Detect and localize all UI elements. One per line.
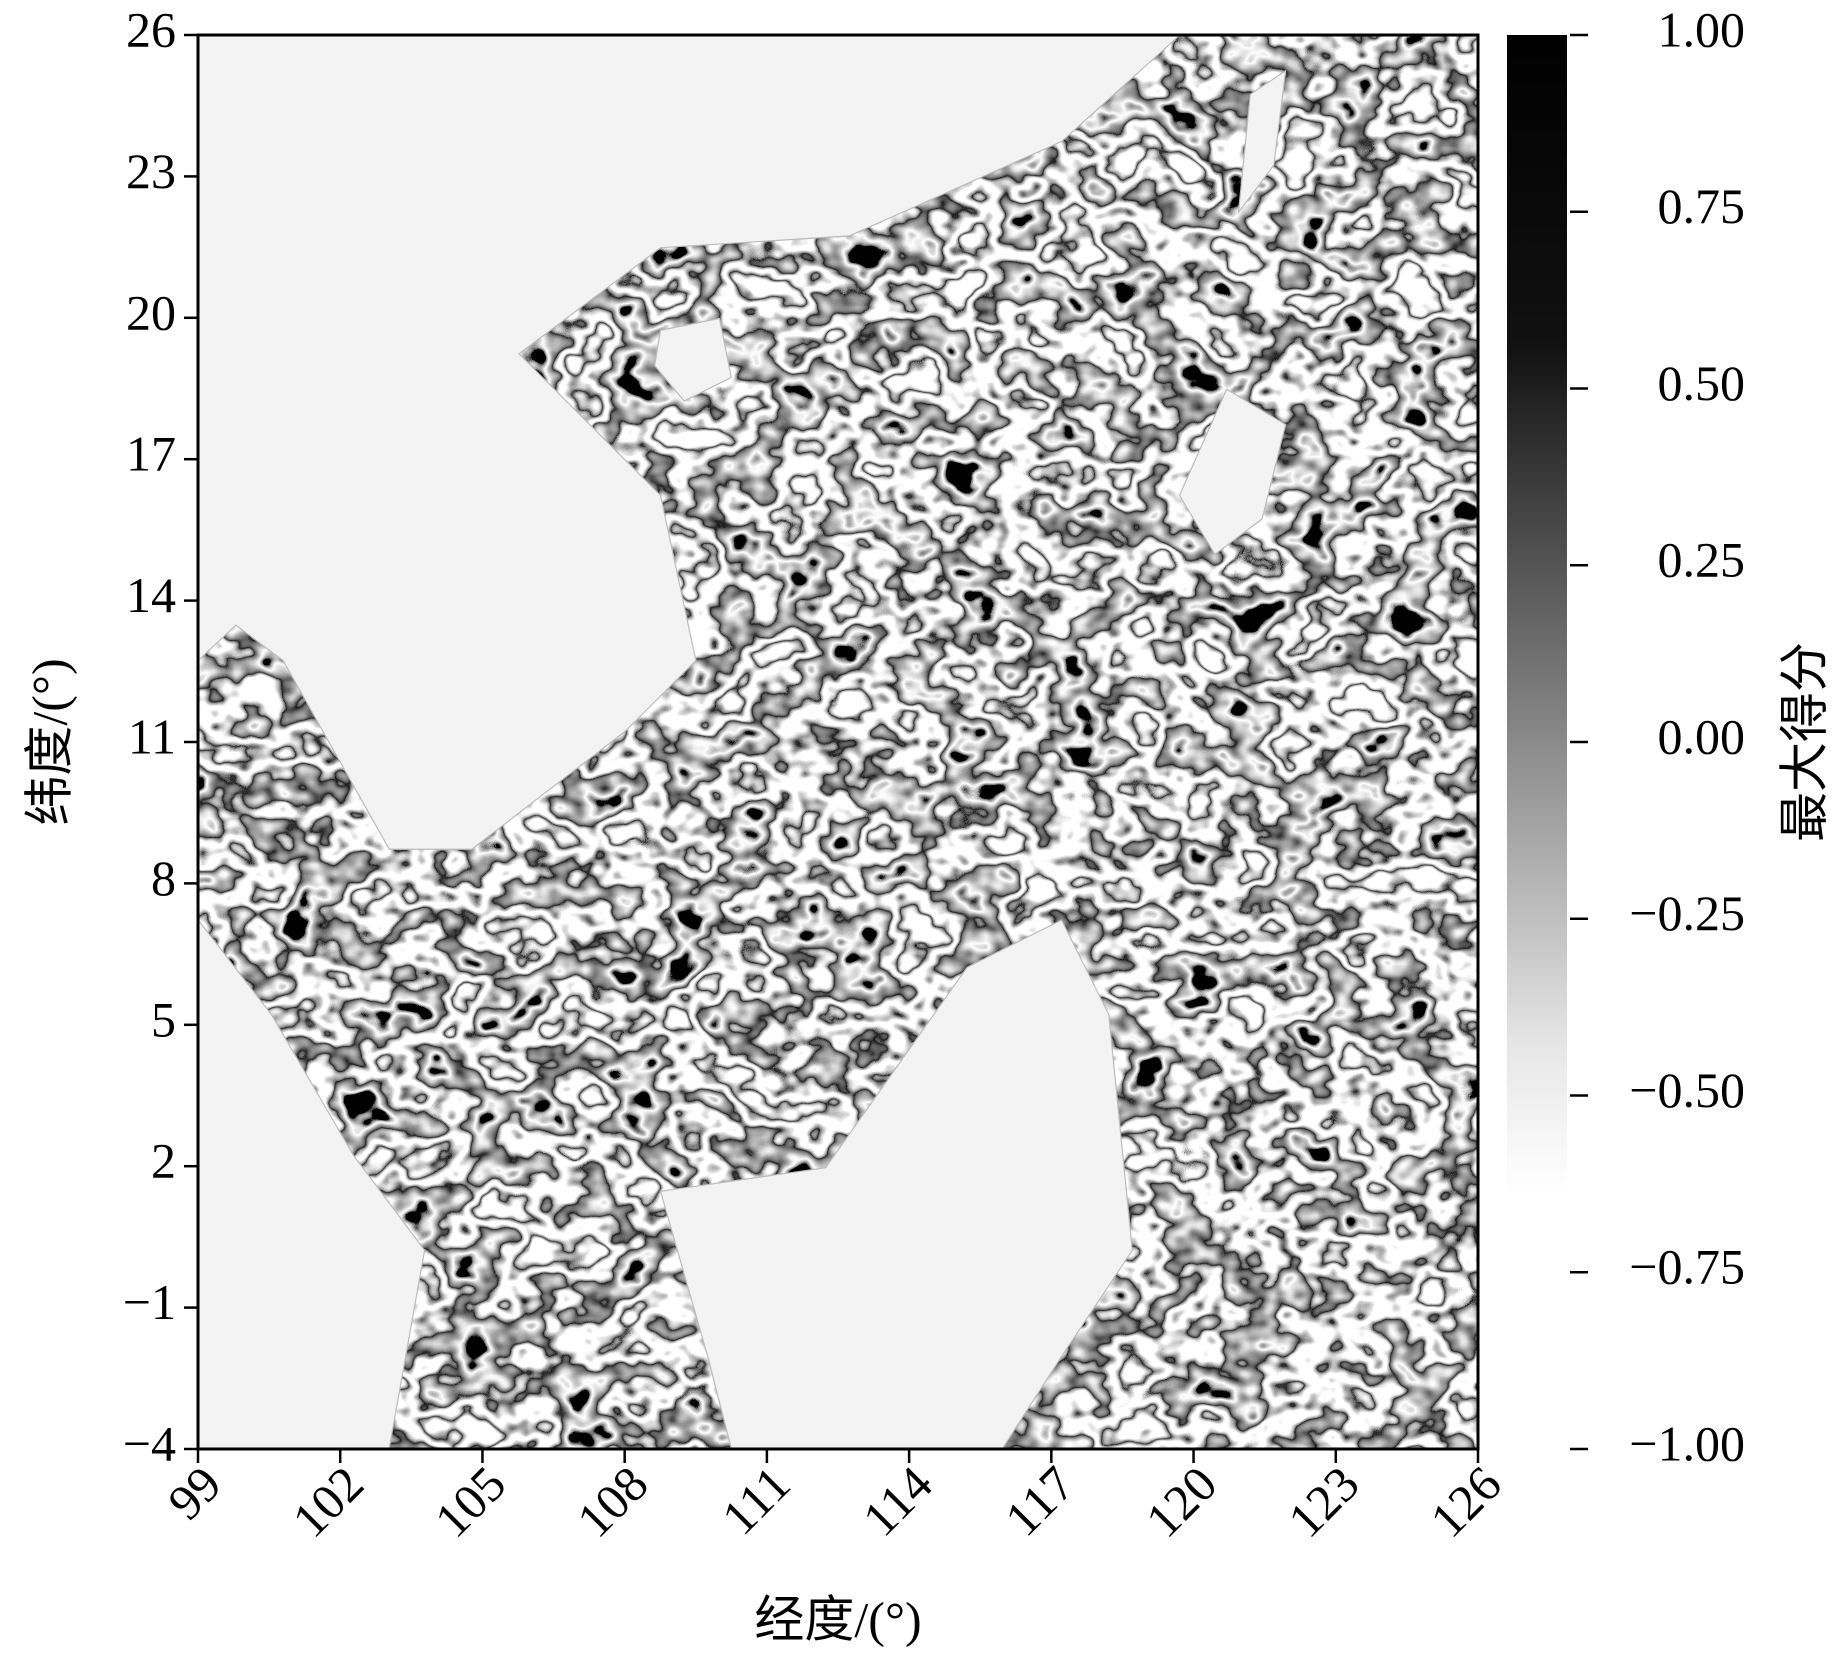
x-tick-label: 117 (994, 1455, 1085, 1546)
y-tick-label: 11 (128, 708, 176, 764)
y-tick-label: −4 (123, 1415, 176, 1471)
x-tick-label: 123 (1277, 1455, 1370, 1548)
y-tick-label: 17 (126, 426, 176, 482)
y-tick-label: 5 (151, 991, 176, 1047)
x-tick-label: 105 (424, 1455, 517, 1548)
y-axis-title: 纬度/(°) (21, 658, 77, 825)
x-axis-title: 经度/(°) (754, 1591, 921, 1647)
y-tick-label: 23 (126, 143, 176, 199)
x-tick-label: 111 (711, 1455, 801, 1545)
y-tick-label: 2 (151, 1133, 176, 1189)
y-tick-label: −1 (123, 1274, 176, 1330)
y-tick-label: 14 (126, 567, 176, 623)
y-tick-label: 26 (126, 1, 176, 57)
colorbar-tick-label: −0.25 (1629, 885, 1745, 941)
colorbar-tick-label: −1.00 (1629, 1415, 1745, 1471)
colorbar-tick-label: −0.75 (1629, 1239, 1745, 1295)
x-tick-label: 120 (1135, 1455, 1228, 1548)
map-image (198, 35, 1478, 1449)
y-tick-label: 20 (126, 284, 176, 340)
colorbar-tick-label: 0.50 (1658, 355, 1746, 411)
colorbar-tick-label: 0.00 (1658, 708, 1746, 764)
x-tick-label: 102 (281, 1455, 374, 1548)
colorbar-label: 最大得分 (1776, 642, 1832, 842)
colorbar-tick-label: −0.50 (1629, 1062, 1745, 1118)
y-tick-label: 8 (151, 850, 176, 906)
colorbar-tick-label: 0.75 (1658, 178, 1746, 234)
x-tick-label: 114 (852, 1455, 943, 1546)
colorbar-tick-label: 0.25 (1658, 532, 1746, 588)
colorbar (1507, 35, 1567, 1449)
x-tick-label: 126 (1419, 1455, 1512, 1548)
colorbar-tick-label: 1.00 (1658, 1, 1746, 57)
x-tick-label: 108 (566, 1455, 659, 1548)
